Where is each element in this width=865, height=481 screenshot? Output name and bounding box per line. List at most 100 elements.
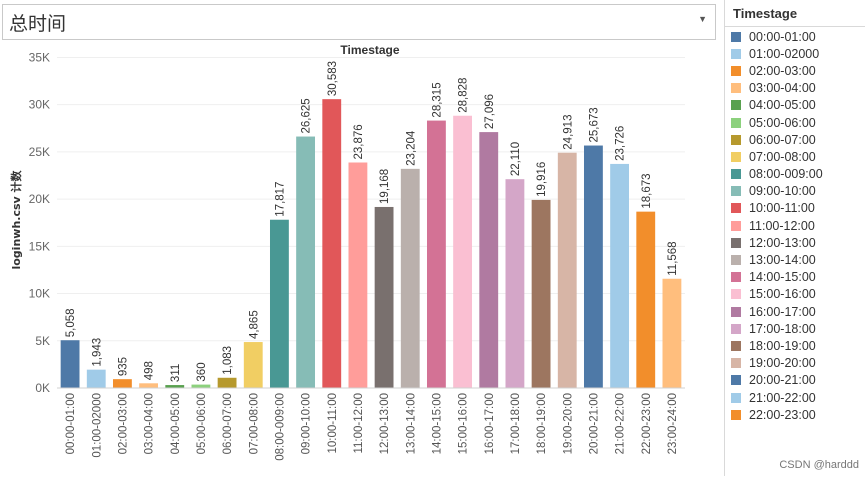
legend-label: 15:00-16:00 xyxy=(749,287,816,302)
bar xyxy=(243,342,263,388)
legend-item[interactable]: 22:00-23:00 xyxy=(731,406,823,423)
legend-item[interactable]: 21:00-22:00 xyxy=(731,389,823,406)
legend-item[interactable]: 11:00-12:00 xyxy=(731,217,823,234)
bar xyxy=(322,99,342,388)
y-axis-label: loginwh.csv 计数 xyxy=(9,169,23,269)
bar-value-label: 25,673 xyxy=(588,107,600,142)
bar xyxy=(374,206,394,388)
y-tick-label: 25K xyxy=(29,145,50,159)
bar xyxy=(139,383,159,388)
x-tick-label: 15:00-16:00 xyxy=(458,393,470,454)
x-tick-label: 11:00-12:00 xyxy=(353,393,365,454)
legend-item[interactable]: 05:00-06:00 xyxy=(731,114,823,131)
bar xyxy=(505,179,525,388)
bar-value-label: 360 xyxy=(196,362,208,381)
legend-label: 21:00-22:00 xyxy=(749,390,816,405)
legend-item[interactable]: 16:00-17:00 xyxy=(731,303,823,320)
legend-label: 07:00-08:00 xyxy=(749,149,816,164)
x-tick-label: 07:00-08:00 xyxy=(248,393,260,454)
bar xyxy=(426,120,446,388)
legend-item[interactable]: 08:00-009:00 xyxy=(731,166,823,183)
legend-swatch xyxy=(731,186,741,197)
legend-swatch xyxy=(731,358,741,369)
legend-item[interactable]: 00:00-01:00 xyxy=(731,28,823,45)
legend-item[interactable]: 06:00-07:00 xyxy=(731,131,823,148)
legend-label: 05:00-06:00 xyxy=(749,115,816,130)
bar-value-label: 23,876 xyxy=(353,124,365,159)
bar-value-label: 5,058 xyxy=(65,308,77,337)
legend-label: 00:00-01:00 xyxy=(749,29,816,44)
x-tick-label: 13:00-14:00 xyxy=(405,393,417,454)
legend-swatch xyxy=(731,289,741,300)
x-tick-label: 19:00-20:00 xyxy=(562,393,574,454)
legend-item[interactable]: 14:00-15:00 xyxy=(731,269,823,286)
legend-item[interactable]: 19:00-20:00 xyxy=(731,355,823,372)
bar xyxy=(453,115,473,388)
y-tick-label: 20K xyxy=(29,192,50,206)
bar-value-label: 17,817 xyxy=(274,182,286,217)
bar-value-label: 30,583 xyxy=(327,61,339,96)
legend-item[interactable]: 12:00-13:00 xyxy=(731,234,823,251)
legend-swatch xyxy=(731,409,741,420)
bar-value-label: 23,204 xyxy=(405,130,417,166)
legend-item[interactable]: 04:00-05:00 xyxy=(731,97,823,114)
legend-swatch xyxy=(731,272,741,283)
legend-label: 19:00-20:00 xyxy=(749,356,816,371)
bar-value-label: 4,865 xyxy=(248,310,260,339)
legend-item[interactable]: 18:00-19:00 xyxy=(731,337,823,354)
legend-item[interactable]: 01:00-02000 xyxy=(731,45,823,62)
legend-label: 02:00-03:00 xyxy=(749,63,816,78)
x-tick-label: 00:00-01:00 xyxy=(65,393,77,454)
legend-item[interactable]: 07:00-08:00 xyxy=(731,148,823,165)
x-tick-label: 16:00-17:00 xyxy=(484,393,496,454)
legend-divider xyxy=(725,26,865,27)
sheet-selector[interactable]: 总时间 ▼ xyxy=(2,4,716,40)
legend-swatch xyxy=(731,375,741,386)
legend-item[interactable]: 13:00-14:00 xyxy=(731,251,823,268)
x-tick-label: 18:00-19:00 xyxy=(536,393,548,454)
bar-value-label: 935 xyxy=(117,357,129,376)
legend-item[interactable]: 02:00-03:00 xyxy=(731,62,823,79)
legend-swatch xyxy=(731,151,741,162)
legend-label: 03:00-04:00 xyxy=(749,81,816,96)
bar xyxy=(636,211,656,388)
legend-item[interactable]: 20:00-21:00 xyxy=(731,372,823,389)
x-tick-label: 17:00-18:00 xyxy=(510,393,522,454)
bar xyxy=(112,379,132,388)
bar xyxy=(531,199,551,388)
legend-swatch xyxy=(731,83,741,94)
caret-down-icon[interactable]: ▼ xyxy=(698,14,707,24)
y-tick-label: 0K xyxy=(35,381,50,395)
y-tick-label: 35K xyxy=(29,50,50,64)
bar-value-label: 28,828 xyxy=(458,78,470,113)
bar xyxy=(296,136,316,388)
legend-label: 14:00-15:00 xyxy=(749,270,816,285)
bar-value-label: 11,568 xyxy=(667,241,679,275)
legend-label: 13:00-14:00 xyxy=(749,253,816,268)
bar-value-label: 22,110 xyxy=(510,142,522,176)
legend-label: 04:00-05:00 xyxy=(749,98,816,113)
bar xyxy=(583,145,603,388)
legend-label: 11:00-12:00 xyxy=(749,218,815,233)
legend-item[interactable]: 03:00-04:00 xyxy=(731,80,823,97)
legend-item[interactable]: 17:00-18:00 xyxy=(731,320,823,337)
legend-swatch xyxy=(731,220,741,231)
legend-item[interactable]: 09:00-10:00 xyxy=(731,183,823,200)
x-tick-label: 23:00-24:00 xyxy=(667,393,679,454)
chart-title: Timestage xyxy=(340,43,399,57)
x-tick-label: 12:00-13:00 xyxy=(379,393,391,454)
legend-item[interactable]: 10:00-11:00 xyxy=(731,200,823,217)
bar-value-label: 23,726 xyxy=(615,126,627,161)
x-tick-label: 05:00-06:00 xyxy=(196,393,208,454)
legend-swatch xyxy=(731,340,741,351)
y-tick-label: 5K xyxy=(35,334,50,348)
x-tick-label: 06:00-07:00 xyxy=(222,393,234,454)
legend-item[interactable]: 15:00-16:00 xyxy=(731,286,823,303)
bar xyxy=(165,385,185,388)
legend-label: 17:00-18:00 xyxy=(749,321,816,336)
x-tick-label: 21:00-22:00 xyxy=(615,393,627,454)
bar xyxy=(662,278,682,388)
x-tick-label: 22:00-23:00 xyxy=(641,393,653,454)
sheet-title: 总时间 xyxy=(9,13,67,35)
bar xyxy=(479,132,499,388)
